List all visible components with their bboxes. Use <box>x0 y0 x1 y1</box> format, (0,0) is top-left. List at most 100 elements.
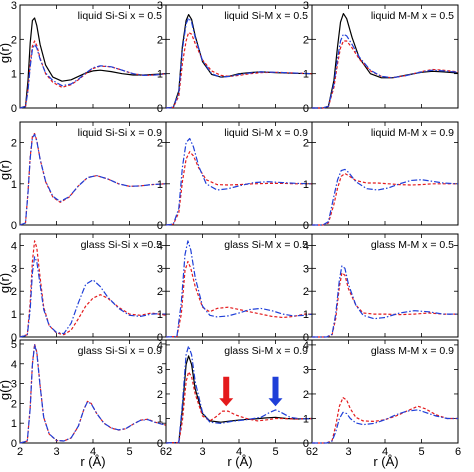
series-blue-line <box>312 168 459 226</box>
panel-10: 0 1 2 3 4 5 2 3 4 5 6 glass Si-Si x = 0.9 <box>11 339 167 458</box>
x-tick-label: 5 <box>126 446 132 458</box>
panel-3: 0 1 2 3 liquid M-M x = 0.5 <box>303 0 459 115</box>
panel-12: 0 1 2 3 4 2 3 4 5 6 glass M-M x = 0.9 <box>303 339 461 458</box>
x-axis-label-col-2: r (Å) <box>227 454 252 469</box>
y-tick-label: 2 <box>11 286 17 298</box>
y-tick-label: 3 <box>157 364 163 376</box>
series-red-line <box>312 397 458 444</box>
panel-title: glass Si-Si x = 0.9 <box>78 345 162 357</box>
x-tick-label: 6 <box>306 446 312 458</box>
x-tick-label: 4 <box>382 446 388 458</box>
y-tick-label: 0 <box>303 438 309 450</box>
panel-11: 0 1 2 3 4 2 3 4 5 6 glass Si-M x = 0.9 <box>157 339 313 458</box>
x-tick-label: 2 <box>17 446 23 458</box>
series-black-line <box>165 355 313 444</box>
y-tick-label: 1 <box>157 309 163 321</box>
series-red-line <box>165 260 312 338</box>
x-tick-label: 4 <box>236 446 242 458</box>
panel-title: glass M-M x = 0.9 <box>371 345 454 357</box>
y-tick-label: 1 <box>11 69 17 81</box>
x-tick-label: 6 <box>455 446 461 458</box>
y-tick-label: 5 <box>11 339 17 351</box>
y-tick-label: 2 <box>303 34 309 46</box>
x-tick-label: 5 <box>418 446 424 458</box>
y-tick-label: 0 <box>11 438 17 450</box>
panel-title: glass Si-M x = 0.5 <box>224 239 308 251</box>
y-tick-label: 3 <box>157 263 163 275</box>
y-tick-label: 3 <box>11 263 17 275</box>
y-tick-label: 1 <box>303 69 309 81</box>
y-tick-label: 2 <box>157 286 163 298</box>
series-black-line <box>19 17 167 109</box>
panel-title: liquid M-M x = 0.5 <box>371 10 454 22</box>
panel-title: liquid M-M x = 0.9 <box>371 127 454 139</box>
y-tick-label: 1 <box>303 179 309 191</box>
y-tick-label: 1 <box>11 179 17 191</box>
y-tick-label: 2 <box>11 398 17 410</box>
x-axis-label-col-1: r (Å) <box>80 454 105 469</box>
y-tick-label: 0 <box>157 332 163 344</box>
y-tick-label: 1 <box>303 413 309 425</box>
y-tick-label: 2 <box>157 389 163 401</box>
series-blue-line <box>165 345 313 444</box>
y-tick-label: 2 <box>157 34 163 46</box>
y-axis-label-row-4: g(r) <box>0 380 12 400</box>
y-tick-label: 1 <box>303 309 309 321</box>
panel-title: glass Si-Si x =0.5 <box>81 239 163 251</box>
y-tick-label: 2 <box>157 138 163 150</box>
y-tick-label: 2 <box>303 389 309 401</box>
series-blue-line <box>19 344 167 444</box>
x-tick-label: 3 <box>345 446 351 458</box>
y-tick-label: 0 <box>11 220 17 232</box>
y-tick-label: 0 <box>303 220 309 232</box>
panel-title: liquid Si-M x = 0.9 <box>224 127 308 139</box>
y-tick-label: 4 <box>11 359 17 371</box>
x-tick-label: 2 <box>312 446 318 458</box>
y-tick-label: 0 <box>11 103 17 115</box>
series-blue-line <box>312 409 458 444</box>
y-tick-label: 0 <box>157 220 163 232</box>
series-black-line <box>312 13 459 109</box>
y-tick-label: 2 <box>303 286 309 298</box>
panel-6: 0 1 2 liquid M-M x = 0.9 <box>303 121 459 232</box>
panel-title: liquid Si-Si x = 0.9 <box>78 127 162 139</box>
panel-7: 0 1 2 3 4 glass Si-Si x =0.5 <box>11 233 167 344</box>
x-tick-label: 5 <box>272 446 278 458</box>
y-tick-label: 1 <box>157 413 163 425</box>
panel-title: glass Si-M x = 0.9 <box>224 345 308 357</box>
panel-title: glass M-M x = 0.5 <box>371 239 454 251</box>
panel-9: 0 1 2 3 4 glass M-M x = 0.5 <box>303 233 459 344</box>
down-arrow-icon <box>219 376 234 407</box>
y-tick-label: 1 <box>157 179 163 191</box>
series-red-line <box>165 151 312 226</box>
y-tick-label: 0 <box>157 438 163 450</box>
y-axis-label-row-1: g(r) <box>0 43 12 63</box>
series-blue-line <box>19 43 167 109</box>
series-blue-line <box>165 137 313 226</box>
y-tick-label: 1 <box>157 69 163 81</box>
y-axis-label-row-3: g(r) <box>0 273 12 293</box>
y-tick-label: 2 <box>11 138 17 150</box>
y-axis-label-row-2: g(r) <box>0 160 12 180</box>
series-blue-line <box>165 240 313 338</box>
series-black-line <box>165 14 313 109</box>
down-arrow-icon <box>268 376 283 407</box>
y-tick-label: 0 <box>11 332 17 344</box>
x-tick-label: 4 <box>90 446 96 458</box>
series-red-line <box>19 240 167 338</box>
panel-title: liquid Si-Si x = 0.5 <box>78 10 162 22</box>
series-blue-line <box>165 17 313 109</box>
x-tick-label: 3 <box>199 446 205 458</box>
series-red-line <box>165 31 313 109</box>
y-tick-label: 4 <box>303 340 309 352</box>
series-blue-line <box>19 133 167 226</box>
y-tick-label: 4 <box>11 240 17 252</box>
y-tick-label: 2 <box>303 138 309 150</box>
series-blue-line <box>312 33 459 109</box>
y-tick-label: 0 <box>303 103 309 115</box>
series-red-line <box>312 40 459 109</box>
series-blue-line <box>312 265 458 338</box>
